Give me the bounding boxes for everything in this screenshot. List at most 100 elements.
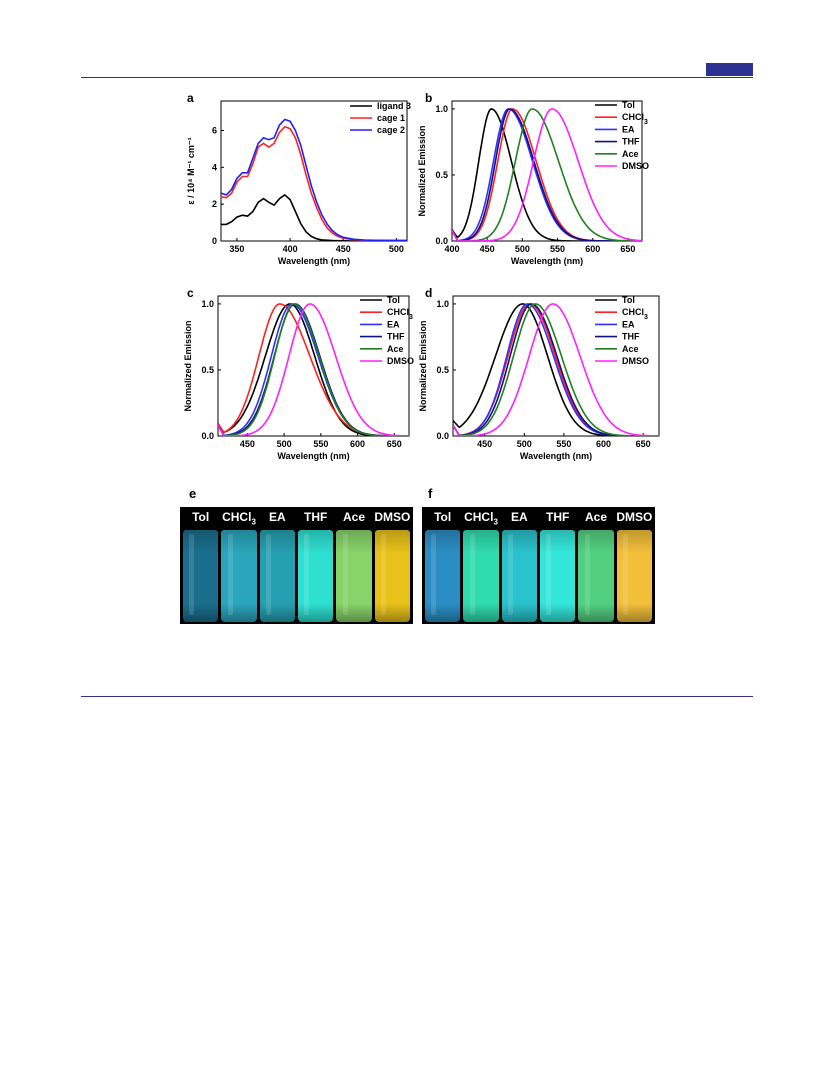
legend-label: THF bbox=[622, 332, 640, 342]
plot-frame-d bbox=[452, 295, 660, 437]
y-axis-label: Normalized Emission bbox=[418, 320, 428, 411]
series-line-ace bbox=[218, 303, 409, 436]
y-tick-label: 1.0 bbox=[201, 299, 214, 309]
vial-label: CHCl3 bbox=[464, 510, 498, 527]
series-line-ligand-3 bbox=[221, 193, 407, 241]
legend-label: Tol bbox=[622, 295, 635, 305]
vial-label: Tol bbox=[434, 510, 452, 524]
series-line-dmso bbox=[218, 303, 409, 436]
panel-e-vials-photo: Tol CHCl3 EA THF Ace DMSO bbox=[180, 507, 413, 624]
y-axis-label: ε / 10⁴ M⁻¹ cm⁻¹ bbox=[186, 137, 196, 204]
vial-thf bbox=[298, 530, 334, 622]
x-axis-label: Wavelength (nm) bbox=[278, 256, 350, 266]
x-tick-label: 550 bbox=[556, 439, 571, 449]
x-tick-label: 500 bbox=[517, 439, 532, 449]
series-line-cage-2 bbox=[221, 118, 407, 241]
x-tick-label: 450 bbox=[336, 244, 351, 254]
legend-label: EA bbox=[622, 124, 635, 134]
chart-svg-a: a 350 400 450 500 0 2 4 6 Wavelength (nm) ε / 10⁴ … bbox=[186, 91, 411, 266]
panel-f-vials-photo: Tol CHCl3 EA THF Ace DMSO bbox=[422, 507, 655, 624]
y-tick-label: 1.0 bbox=[436, 299, 449, 309]
legend-label: DMSO bbox=[622, 356, 649, 366]
series-line-thf bbox=[452, 108, 642, 241]
y-tick-label: 0.0 bbox=[435, 236, 448, 246]
y-tick-label: 4 bbox=[212, 162, 217, 172]
x-tick-label: 500 bbox=[389, 244, 404, 254]
plot-frame-a bbox=[220, 100, 408, 242]
y-tick-label: 0.5 bbox=[435, 170, 448, 180]
x-tick-label: 500 bbox=[277, 439, 292, 449]
x-tick-label: 550 bbox=[550, 244, 565, 254]
legend-label: DMSO bbox=[387, 356, 414, 366]
y-tick-label: 1.0 bbox=[435, 104, 448, 114]
chart-svg-c: c 450 500 550 600 650 0.0 0.5 1.0 Wavelength (nm)… bbox=[183, 286, 414, 461]
y-tick-label: 0.5 bbox=[201, 365, 214, 375]
panel-a-absorption-chart: a 350 400 450 500 0 2 4 6 Wavelength (nm) ε / 10⁴ … bbox=[165, 88, 411, 266]
x-tick-label: 600 bbox=[350, 439, 365, 449]
series-line-ea bbox=[452, 108, 642, 241]
vial-label: EA bbox=[268, 510, 286, 524]
vial-label: CHCl3 bbox=[222, 510, 256, 527]
panel-d-emission-chart: d 450 500 550 600 650 0.0 0.5 1.0 Wavelength (nm)… bbox=[415, 283, 665, 461]
vial-chcl3 bbox=[463, 530, 499, 622]
plot-frame-c bbox=[217, 295, 410, 437]
vial-chcl3 bbox=[221, 530, 257, 622]
legend-label: EA bbox=[387, 319, 400, 329]
x-tick-label: 450 bbox=[480, 244, 495, 254]
x-tick-label: 550 bbox=[313, 439, 328, 449]
x-axis-label: Wavelength (nm) bbox=[511, 256, 583, 266]
series-line-dmso bbox=[453, 303, 659, 436]
chart-svg-b: b 400 450 500 550 600 650 0.0 0.5 1.0 Wavelength (… bbox=[417, 91, 649, 266]
panel-letter-f: f bbox=[428, 486, 433, 501]
series-line-dmso bbox=[452, 108, 642, 241]
x-tick-label: 450 bbox=[477, 439, 492, 449]
vial-thf bbox=[540, 530, 576, 622]
footer-rule bbox=[81, 696, 753, 697]
vial-dmso bbox=[374, 530, 410, 622]
x-tick-label: 350 bbox=[229, 244, 244, 254]
vial-tol bbox=[425, 530, 461, 622]
legend-label: cage 2 bbox=[377, 125, 405, 135]
x-tick-label: 450 bbox=[240, 439, 255, 449]
vial-dmso bbox=[616, 530, 652, 622]
legend-label: cage 1 bbox=[377, 113, 405, 123]
panel-b-emission-chart: b 400 450 500 550 600 650 0.0 0.5 1.0 Wavelength (… bbox=[415, 88, 665, 266]
vial-label: Tol bbox=[192, 510, 210, 524]
legend-label: Ace bbox=[387, 344, 404, 354]
legend-label: THF bbox=[387, 332, 405, 342]
legend-label: Tol bbox=[387, 295, 400, 305]
panel-letter-d: d bbox=[425, 286, 432, 300]
x-axis-label: Wavelength (nm) bbox=[277, 451, 349, 461]
series-line-ace bbox=[452, 108, 642, 241]
legend-label: Ace bbox=[622, 344, 639, 354]
x-axis-label: Wavelength (nm) bbox=[520, 451, 592, 461]
panel-letter-b: b bbox=[425, 91, 432, 105]
header-accent-block bbox=[706, 63, 753, 76]
x-tick-label: 650 bbox=[387, 439, 402, 449]
series-line-tol bbox=[453, 303, 659, 436]
vial-tol bbox=[183, 530, 219, 622]
vial-label: DMSO bbox=[374, 510, 411, 524]
vial-label: THF bbox=[545, 510, 570, 524]
y-tick-label: 0.0 bbox=[201, 431, 214, 441]
y-axis-label: Normalized Emission bbox=[417, 125, 427, 216]
header-rule bbox=[81, 77, 753, 78]
x-tick-label: 400 bbox=[283, 244, 298, 254]
vial-label: Ace bbox=[342, 510, 366, 524]
x-tick-label: 650 bbox=[620, 244, 635, 254]
y-axis-label: Normalized Emission bbox=[183, 320, 193, 411]
y-tick-label: 0.5 bbox=[436, 365, 449, 375]
x-tick-label: 650 bbox=[636, 439, 651, 449]
x-tick-label: 400 bbox=[444, 244, 459, 254]
legend-label: ligand 3 bbox=[377, 101, 411, 111]
vial-ea bbox=[501, 530, 537, 622]
photo-f-labels: Tol CHCl3 EA THF Ace DMSO bbox=[422, 507, 655, 529]
panel-c-emission-chart: c 450 500 550 600 650 0.0 0.5 1.0 Wavelength (nm)… bbox=[165, 283, 415, 461]
vial-label: DMSO bbox=[616, 510, 653, 524]
photo-e-labels: Tol CHCl3 EA THF Ace DMSO bbox=[180, 507, 413, 529]
y-tick-label: 0 bbox=[212, 236, 217, 246]
legend-label: Ace bbox=[622, 149, 639, 159]
vial-ace bbox=[578, 530, 614, 622]
series-line-cage-1 bbox=[221, 125, 407, 241]
vial-ace bbox=[336, 530, 372, 622]
